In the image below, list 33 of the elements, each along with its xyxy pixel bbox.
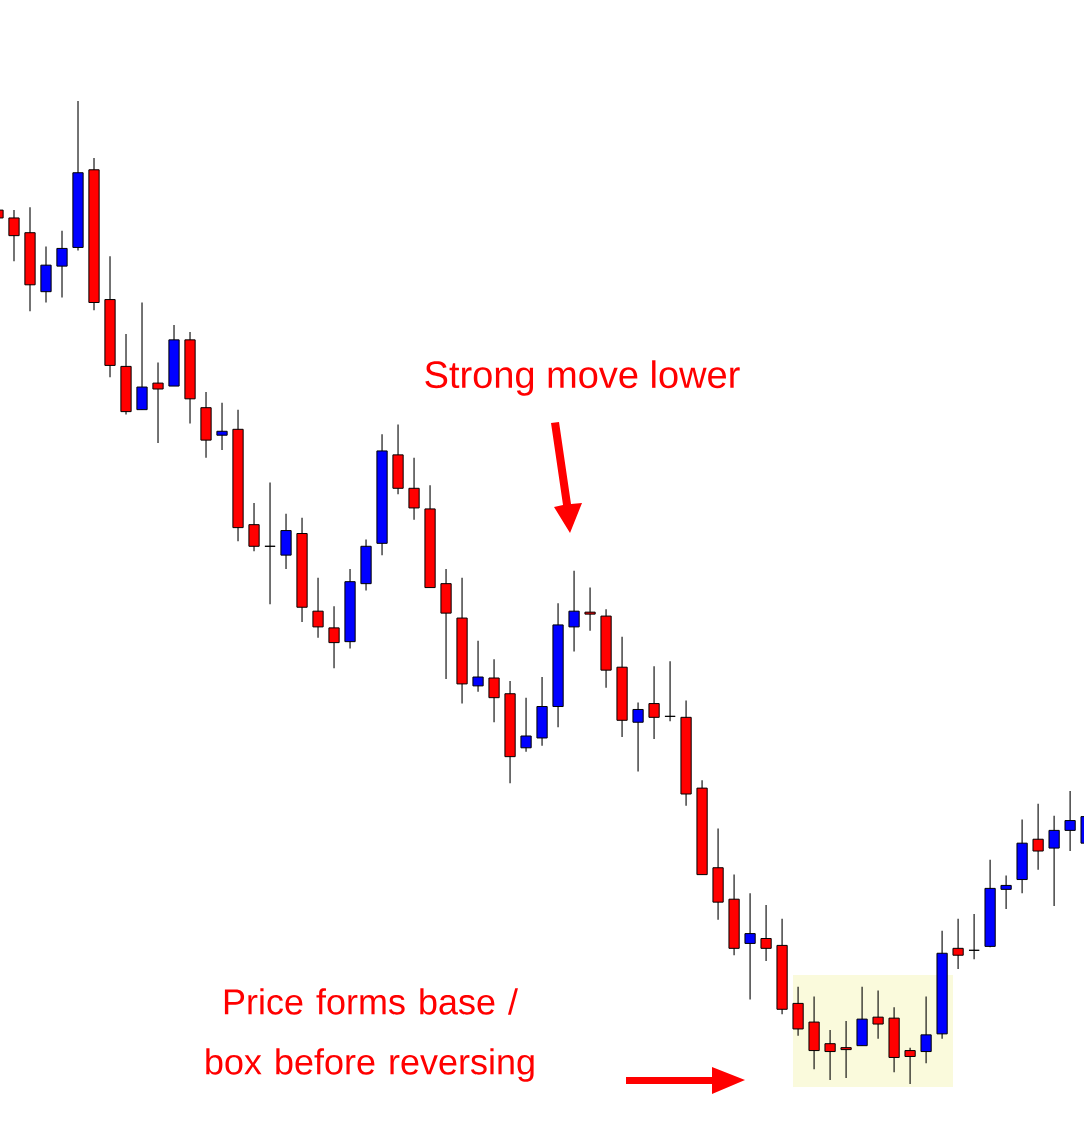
candlestick (568, 570, 580, 653)
candlestick (584, 587, 596, 632)
candlestick (264, 481, 276, 605)
annotation: Price forms base / box before reversing (206, 988, 534, 1082)
candlestick (8, 209, 20, 262)
candlestick (648, 665, 660, 740)
candlestick (744, 892, 756, 1001)
candlestick (152, 361, 164, 444)
candlestick (472, 640, 484, 693)
candlestick (216, 402, 228, 451)
candlestick (312, 577, 324, 639)
candlestick (632, 702, 644, 772)
candlestick (248, 502, 260, 552)
candlestick (824, 1029, 836, 1081)
candlestick (328, 605, 340, 669)
candlestick (520, 697, 532, 753)
candlestick (408, 457, 420, 521)
candlestick (1064, 790, 1076, 852)
candlestick (872, 990, 884, 1040)
candlestick (136, 301, 148, 411)
candlestick (1000, 875, 1012, 910)
candlestick (56, 230, 68, 299)
candlestick (664, 660, 676, 722)
annotation: Strong move lower (425, 360, 740, 396)
candlestick (904, 1047, 916, 1085)
candlestick (952, 918, 964, 970)
candlestick (840, 1020, 852, 1079)
candlestick (1048, 815, 1060, 907)
candlestick (1032, 803, 1044, 871)
candlestick (920, 995, 932, 1064)
candlestick (968, 913, 980, 960)
candlestick (488, 658, 500, 723)
candlestick (760, 904, 772, 962)
